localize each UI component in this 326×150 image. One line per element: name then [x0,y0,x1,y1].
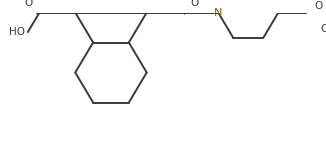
Text: N: N [214,8,222,18]
Text: O: O [320,24,326,34]
Text: O: O [314,1,322,11]
Text: HO: HO [9,27,25,37]
Text: O: O [190,0,198,8]
Text: O: O [25,0,33,8]
